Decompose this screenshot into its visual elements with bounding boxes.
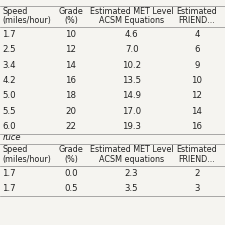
Text: 2.3: 2.3 (125, 169, 138, 178)
Text: FRIEND...: FRIEND... (178, 16, 215, 25)
Text: 1.7: 1.7 (2, 169, 16, 178)
Text: 2: 2 (194, 169, 200, 178)
Text: 12: 12 (65, 45, 76, 54)
Text: 13.5: 13.5 (122, 76, 141, 85)
Text: 10: 10 (191, 76, 202, 85)
Text: 14: 14 (65, 61, 76, 70)
Text: Speed: Speed (2, 145, 28, 154)
Text: ACSM Equations: ACSM Equations (99, 16, 164, 25)
Text: 1.7: 1.7 (2, 184, 16, 193)
Text: 9: 9 (194, 61, 200, 70)
Text: 0.0: 0.0 (64, 169, 78, 178)
Text: 3.5: 3.5 (125, 184, 138, 193)
Text: Speed: Speed (2, 7, 28, 16)
Text: FRIEND...: FRIEND... (178, 155, 215, 164)
Text: (miles/hour): (miles/hour) (2, 16, 51, 25)
Text: Estimated: Estimated (176, 145, 217, 154)
Text: 10.2: 10.2 (122, 61, 141, 70)
Text: 22: 22 (65, 122, 76, 131)
Text: Grade: Grade (58, 7, 83, 16)
Text: 20: 20 (65, 107, 76, 116)
Text: 17.0: 17.0 (122, 107, 141, 116)
Text: 2.5: 2.5 (2, 45, 16, 54)
Text: 3: 3 (194, 184, 200, 193)
Text: (%): (%) (64, 16, 78, 25)
Text: ruce: ruce (2, 133, 21, 142)
Text: Estimated: Estimated (176, 7, 217, 16)
Text: (miles/hour): (miles/hour) (2, 155, 51, 164)
Text: 16: 16 (65, 76, 76, 85)
Text: Estimated MET Level: Estimated MET Level (90, 7, 173, 16)
Text: 16: 16 (191, 122, 202, 131)
Text: 6: 6 (194, 45, 200, 54)
Text: 19.3: 19.3 (122, 122, 141, 131)
Text: (%): (%) (64, 155, 78, 164)
Text: ACSM equations: ACSM equations (99, 155, 164, 164)
Text: 3.4: 3.4 (2, 61, 16, 70)
Text: 10: 10 (65, 30, 76, 39)
Text: 1.7: 1.7 (2, 30, 16, 39)
Text: 5.0: 5.0 (2, 91, 16, 100)
Text: Grade: Grade (58, 145, 83, 154)
Text: 4.6: 4.6 (125, 30, 138, 39)
Text: 18: 18 (65, 91, 76, 100)
Text: 12: 12 (191, 91, 202, 100)
Text: 7.0: 7.0 (125, 45, 138, 54)
Text: 14.9: 14.9 (122, 91, 141, 100)
Text: 0.5: 0.5 (64, 184, 78, 193)
Text: 4.2: 4.2 (2, 76, 16, 85)
Text: 5.5: 5.5 (2, 107, 16, 116)
Text: 4: 4 (194, 30, 200, 39)
Text: Estimated MET Level: Estimated MET Level (90, 145, 173, 154)
Text: 6.0: 6.0 (2, 122, 16, 131)
Text: 14: 14 (191, 107, 202, 116)
